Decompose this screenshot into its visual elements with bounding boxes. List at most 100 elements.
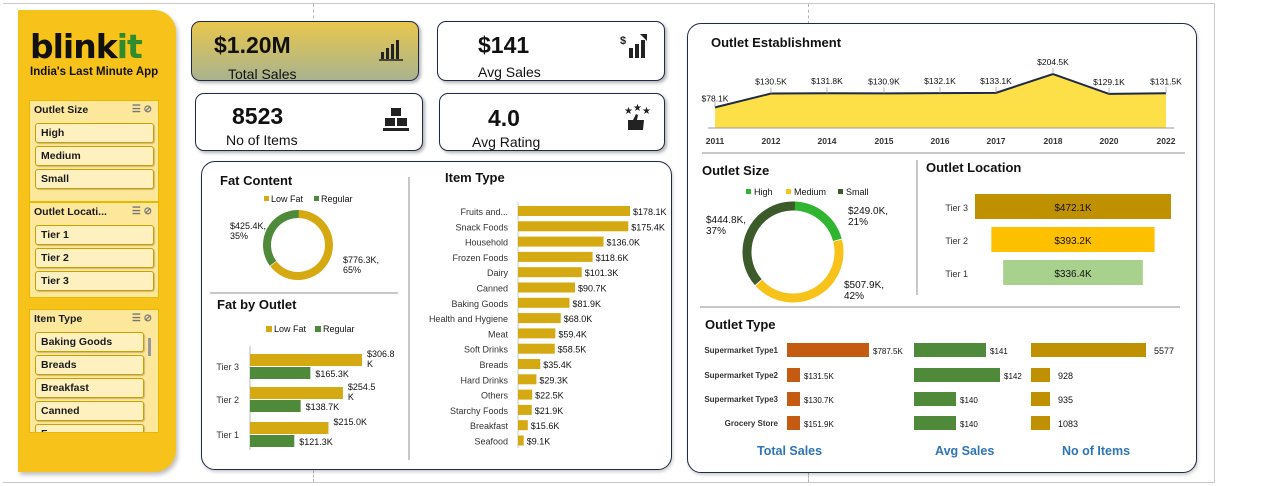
- slicer-item-canned[interactable]: Canned: [35, 401, 144, 421]
- data-label-item-type: $90.7K: [578, 284, 607, 294]
- slicer-item-breakfast[interactable]: Breakfast: [35, 378, 144, 398]
- tick-label-item-type: Breads: [479, 360, 508, 370]
- bar-no-of-items: [1031, 416, 1050, 430]
- kpi-value: $1.20M: [214, 32, 291, 58]
- kpi-avg-sales: $141 Avg Sales $: [437, 21, 665, 81]
- bar-item-type: [518, 374, 537, 385]
- boxes-icon: [383, 108, 409, 131]
- slicer-item-medium[interactable]: Medium: [35, 146, 154, 166]
- tick-label-year: 2022: [1157, 136, 1176, 146]
- data-label-total-sales: $130.7K: [804, 396, 834, 405]
- bar-total-sales: [787, 343, 869, 357]
- panel-divider: [210, 292, 398, 294]
- data-label-regular: $138.7K: [306, 402, 340, 412]
- data-label-item-type: $136.0K: [607, 238, 641, 248]
- tick-label-location: Tier 2: [945, 236, 968, 246]
- bar-item-type: [518, 282, 576, 293]
- tick-label-item-type: Household: [465, 238, 508, 248]
- data-label-location: $336.4K: [1054, 269, 1092, 280]
- chart-fat-by-outlet: Low Fat Regular Tier 3 $306.8 K $165.3K Tier 2…: [216, 324, 395, 450]
- legend-label-regular: Regular: [321, 194, 353, 204]
- bar-item-type: [518, 267, 582, 278]
- slicer-item-small[interactable]: Small: [35, 169, 154, 189]
- bar-item-type: [518, 206, 630, 216]
- data-label-no-of-items: 935: [1058, 395, 1073, 405]
- data-label-item-type: $178.1K: [633, 207, 667, 217]
- data-label-regular: $121.3K: [299, 437, 333, 447]
- slicer-item-partial[interactable]: F...: [35, 424, 144, 432]
- tick-label-tier-2: Tier 2: [216, 395, 239, 405]
- kpi-total-sales: $1.20M Total Sales: [191, 21, 419, 82]
- legend-swatch-medium: [786, 189, 791, 194]
- slicer-item-tier-3[interactable]: Tier 3: [35, 271, 154, 291]
- slicer-title: Item Type: [34, 313, 83, 325]
- page-break-bottom-2: [808, 472, 809, 482]
- slicer-scrollbar[interactable]: [148, 338, 151, 356]
- legend-swatch-small: [838, 189, 843, 194]
- slicer-item-tier-1[interactable]: Tier 1: [35, 225, 154, 245]
- legend-label-low-fat: Low Fat: [271, 194, 304, 204]
- chart-title-outlet-location: Outlet Location: [926, 160, 1022, 175]
- kpi-label: Total Sales: [228, 66, 297, 82]
- kpi-avg-rating: 4.0 Avg Rating ★ ★ ★: [439, 93, 665, 151]
- slicer-item-breads[interactable]: Breads: [35, 355, 144, 375]
- footer-avg-sales: Avg Sales: [935, 444, 995, 458]
- tick-label-item-type: Fruits and...: [460, 207, 508, 217]
- data-label-low-fat: $215.0K: [333, 417, 367, 427]
- bar-regular: [250, 367, 311, 379]
- tick-label-item-type: Baking Goods: [451, 299, 508, 309]
- tick-label-item-type: Others: [481, 391, 509, 401]
- slicer-title: Outlet Size: [34, 104, 89, 116]
- bar-low-fat: [250, 422, 329, 434]
- bar-location: [975, 194, 1171, 219]
- tick-label-year: 2020: [1100, 136, 1119, 146]
- bar-no-of-items: [1031, 368, 1050, 382]
- slicer-outlet-location: Outlet Locati... ☰ ⊘ Tier 1 Tier 2 Tier …: [29, 202, 159, 298]
- tick-label-tier-3: Tier 3: [216, 362, 239, 372]
- bar-location: [1003, 260, 1143, 285]
- tick-label-item-type: Soft Drinks: [464, 345, 509, 355]
- multi-select-icon[interactable]: ☰ ⊘: [131, 104, 152, 115]
- data-label-year: $133.1K: [980, 76, 1012, 86]
- tick-label-item-type: Health and Hygiene: [429, 314, 508, 324]
- slicer-outlet-size: Outlet Size ☰ ⊘ High Medium Small: [29, 100, 159, 202]
- data-label-small: $444.8K, 37%: [706, 215, 746, 237]
- chart-fat-content: Low Fat Regular $776.3K, 65% $425.4K, 35%: [230, 194, 379, 280]
- multi-select-icon[interactable]: ☰ ⊘: [131, 206, 152, 217]
- data-label-low-fat: $306.8 K: [367, 349, 395, 369]
- slicer-item-tier-2[interactable]: Tier 2: [35, 248, 154, 268]
- data-label-avg-sales: $142: [1004, 372, 1022, 381]
- bar-avg-sales: [914, 416, 956, 430]
- data-label-avg-sales: $140: [960, 420, 978, 429]
- chart-title-outlet-establishment: Outlet Establishment: [711, 35, 842, 50]
- bar-item-type: [518, 420, 528, 431]
- chart-title-fat-content: Fat Content: [220, 173, 293, 188]
- chart-outlet-type: Supermarket Type1 Supermarket Type2 Superm…: [704, 343, 1174, 430]
- slicer-item-baking-goods[interactable]: Baking Goods: [35, 332, 144, 352]
- footer-total-sales: Total Sales: [757, 444, 823, 458]
- data-label-year: $132.1K: [924, 76, 956, 86]
- legend-swatch-regular: [315, 326, 321, 332]
- panel-divider: [700, 306, 1180, 308]
- area-fill: [715, 74, 1166, 128]
- data-label-year: $130.5K: [755, 77, 787, 87]
- kpi-no-items: 8523 No of Items: [195, 93, 423, 151]
- tick-label-item-type: Breakfast: [470, 421, 509, 431]
- data-label-medium: $507.9K, 42%: [844, 280, 884, 302]
- data-label-item-type: $29.3K: [539, 375, 568, 385]
- bar-chart-icon: [379, 40, 403, 61]
- chart-outlet-size: High Medium Small $249.0K, 21% $507.9K, 42% $44…: [706, 187, 888, 303]
- data-label-avg-sales: $141: [990, 347, 1008, 356]
- data-label-year: $129.1K: [1093, 77, 1125, 87]
- tick-label-year: 2017: [987, 136, 1006, 146]
- data-label-item-type: $35.4K: [543, 360, 572, 370]
- bar-avg-sales: [914, 392, 956, 406]
- rating-icon: ★ ★ ★: [624, 104, 651, 130]
- multi-select-icon[interactable]: ☰ ⊘: [131, 313, 152, 324]
- slicer-item-high[interactable]: High: [35, 123, 154, 143]
- chart-title-item-type: Item Type: [445, 170, 505, 185]
- svg-text:★: ★: [624, 106, 633, 117]
- bar-no-of-items: [1031, 392, 1050, 406]
- legend-label-regular: Regular: [323, 324, 355, 334]
